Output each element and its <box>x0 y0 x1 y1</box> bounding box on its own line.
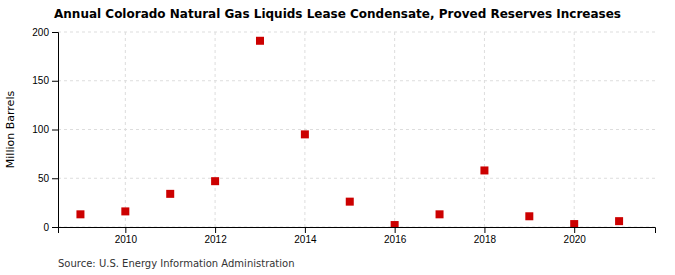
point <box>301 130 309 138</box>
tick: 200 <box>32 27 58 38</box>
tick-label: 2018 <box>474 234 497 245</box>
tick-label: 2010 <box>115 234 138 245</box>
tick-label: 100 <box>32 124 49 135</box>
grid-line-y <box>58 178 655 179</box>
axis-line <box>52 33 59 228</box>
tick-mark <box>305 227 306 233</box>
y-axis: 0 50 100 150 200 <box>32 27 58 233</box>
tick-mark <box>125 227 126 233</box>
tick-mark <box>215 227 216 233</box>
tick: 50 <box>38 173 58 184</box>
grid-line-y <box>58 80 655 81</box>
point <box>346 198 354 206</box>
tick: 2016 <box>384 227 407 245</box>
point <box>76 210 84 218</box>
tick: 100 <box>32 124 58 135</box>
grid-line-y <box>58 129 655 130</box>
grid-line-y <box>58 32 655 33</box>
tick-mark <box>395 227 396 233</box>
tick: 150 <box>32 75 58 86</box>
point <box>166 190 174 198</box>
tick-mark <box>52 32 58 33</box>
tick: 2018 <box>474 227 497 245</box>
point <box>525 212 533 220</box>
points <box>76 37 623 227</box>
source-note: Source: U.S. Energy Information Administ… <box>58 258 295 269</box>
tick-label: 150 <box>32 75 49 86</box>
tick-label: 0 <box>43 222 49 233</box>
axis-line <box>59 228 656 234</box>
tick-mark <box>52 130 58 131</box>
y-axis-title: Million Barrels <box>4 91 17 169</box>
tick-label: 2014 <box>294 234 317 245</box>
point <box>256 37 264 45</box>
tick-mark <box>52 178 58 179</box>
tick-label: 2020 <box>564 234 587 245</box>
tick-label: 50 <box>38 173 50 184</box>
tick: 0 <box>43 222 58 233</box>
tick-label: 2016 <box>384 234 407 245</box>
point <box>615 217 623 225</box>
tick-mark <box>52 227 58 228</box>
point <box>391 221 399 227</box>
tick: 2014 <box>294 227 317 245</box>
chart-svg: 2010 2012 2014 2016 2018 2020 0 50 100 150 200 Annu… <box>0 0 675 275</box>
tick-mark <box>484 227 485 233</box>
point <box>211 177 219 185</box>
point <box>121 207 129 215</box>
x-axis: 2010 2012 2014 2016 2018 2020 <box>59 227 656 245</box>
point <box>436 210 444 218</box>
tick: 2010 <box>115 227 138 245</box>
title: Annual Colorado Natural Gas Liquids Leas… <box>54 7 621 21</box>
plot-area: 2010 2012 2014 2016 2018 2020 0 50 100 150 200 <box>32 27 655 245</box>
tick: 2020 <box>564 227 587 245</box>
point <box>480 166 488 174</box>
tick-label: 200 <box>32 27 49 38</box>
tick-mark <box>52 81 58 82</box>
tick-mark <box>574 227 575 233</box>
tick-label: 2012 <box>204 234 227 245</box>
point <box>570 220 578 227</box>
grid <box>58 32 655 227</box>
tick: 2012 <box>204 227 227 245</box>
